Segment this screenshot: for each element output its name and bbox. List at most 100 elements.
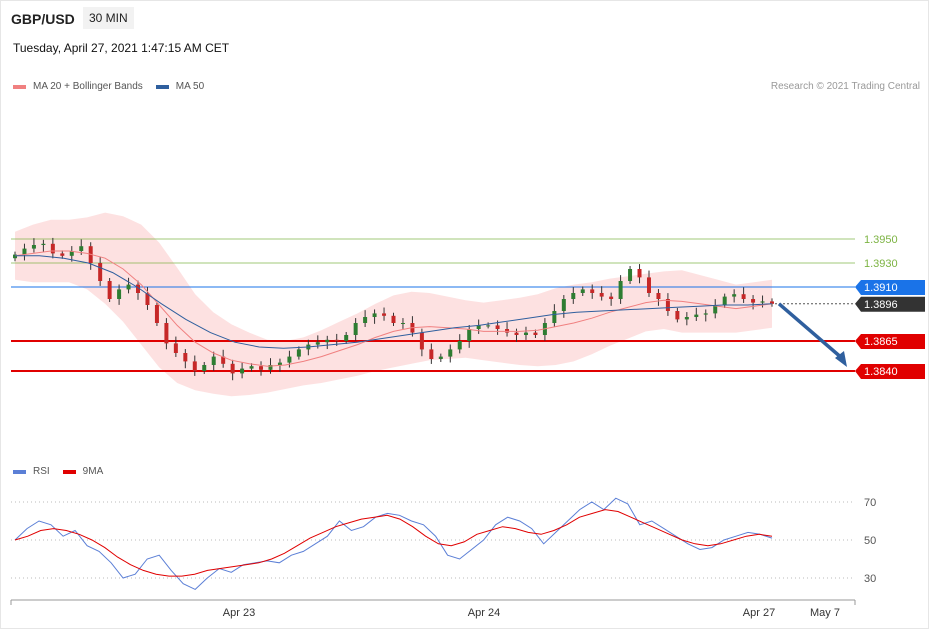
- level-label-1.3896: 1.3896: [855, 296, 925, 312]
- ma50-legend-label: MA 50: [175, 81, 205, 92]
- level-label-1.3865: 1.3865: [855, 334, 925, 349]
- level-label-text: 1.3930: [864, 258, 898, 270]
- rsi-ma-line: [14, 509, 773, 577]
- x-tick-label: May 7: [810, 607, 840, 619]
- candle-body: [372, 313, 377, 317]
- candle-body: [684, 317, 689, 320]
- candle-body: [287, 356, 292, 363]
- candle-body: [164, 323, 169, 344]
- level-label-1.3950: 1.3950: [864, 234, 898, 246]
- rsi-legend-label: RSI: [33, 466, 50, 477]
- candle-body: [107, 281, 112, 299]
- candle-body: [400, 323, 405, 324]
- candle-body: [609, 296, 614, 299]
- candle-body: [344, 335, 349, 341]
- candle-body: [173, 343, 178, 353]
- candle-body: [599, 293, 604, 297]
- candle-body: [732, 294, 737, 297]
- level-label-1.3840: 1.3840: [855, 364, 925, 379]
- candle-body: [136, 284, 141, 293]
- level-label-1.3930: 1.3930: [864, 258, 898, 270]
- level-label-text: 1.3865: [864, 336, 898, 348]
- level-label-box: [855, 280, 925, 295]
- candle-body: [741, 294, 746, 299]
- credit-label: Research © 2021 Trading Central: [770, 81, 920, 92]
- candle-body: [22, 248, 27, 255]
- candle-body: [249, 366, 254, 369]
- ma50-swatch: [155, 84, 169, 89]
- candle-body: [79, 246, 84, 251]
- candle-body: [69, 251, 74, 256]
- candle-body: [31, 245, 36, 249]
- level-label-box: [855, 296, 925, 312]
- candle-body: [98, 263, 103, 281]
- candle-body: [154, 305, 159, 323]
- level-label-text: 1.3896: [864, 299, 898, 311]
- level-label-box: [855, 334, 925, 349]
- level-lines: [11, 238, 855, 372]
- candle-body: [505, 329, 510, 333]
- rsi-tick-label: 30: [864, 573, 876, 585]
- candle-body: [675, 311, 680, 320]
- x-axis: Apr 23 Apr 24 Apr 27 May 7: [10, 599, 856, 619]
- candle-body: [571, 293, 576, 299]
- level-label-1.3910: 1.3910: [855, 280, 925, 295]
- candle-body: [618, 281, 623, 299]
- timeframe-button[interactable]: 30 MIN: [83, 7, 134, 29]
- moving-averages: [14, 250, 773, 367]
- candle-body: [467, 329, 472, 341]
- forecast-arrow-shaft: [777, 302, 845, 361]
- price-legend: MA 20 + Bollinger Bands MA 50: [13, 81, 204, 92]
- ma20-line: [14, 250, 773, 367]
- candle-body: [770, 301, 774, 304]
- x-tick-label: Apr 27: [743, 607, 775, 619]
- ma20-legend-label: MA 20 + Bollinger Bands: [33, 81, 143, 92]
- candle-body: [637, 269, 642, 278]
- candle-body: [60, 253, 65, 256]
- candle-body: [202, 365, 207, 371]
- candle-body: [722, 296, 727, 305]
- candle-body: [240, 368, 245, 374]
- candle-body: [514, 332, 519, 335]
- candle-body: [448, 349, 453, 357]
- candle-body: [315, 342, 320, 345]
- rsi-tick-label: 70: [864, 497, 876, 509]
- candle-body: [457, 341, 462, 350]
- candle-body: [646, 277, 651, 293]
- level-label-text: 1.3950: [864, 234, 898, 246]
- candle-body: [259, 366, 264, 370]
- candle-body: [41, 243, 46, 245]
- candle-body: [665, 299, 670, 311]
- candle-body: [628, 269, 633, 281]
- forecast-arrow: [777, 302, 847, 367]
- rsi-panel: 70 50 30: [11, 497, 876, 590]
- candle-body: [703, 313, 708, 315]
- bollinger-bands: [15, 212, 772, 397]
- candle-body: [145, 293, 150, 305]
- candle-body: [211, 356, 216, 365]
- candle-body: [438, 356, 443, 359]
- candle-body: [751, 299, 756, 303]
- candle-body: [533, 332, 538, 335]
- candle-body: [50, 243, 55, 254]
- candle-body: [325, 339, 330, 343]
- candle-body: [117, 289, 122, 299]
- candle-body: [429, 349, 434, 359]
- rsi-line: [14, 497, 773, 590]
- datetime-label: Tuesday, April 27, 2021 1:47:15 AM CET: [13, 41, 230, 55]
- candle-body: [268, 365, 273, 370]
- rsi-ma-swatch: [62, 469, 76, 474]
- candle-body: [590, 289, 595, 293]
- candle-body: [580, 289, 585, 293]
- level-label-box: [855, 364, 925, 379]
- x-tick-label: Apr 24: [468, 607, 500, 619]
- candle-body: [391, 315, 396, 323]
- rsi-swatch: [13, 469, 26, 474]
- candle-body: [561, 299, 566, 311]
- forecast-arrow-head: [835, 351, 847, 367]
- candle-body: [296, 349, 301, 357]
- candle-body: [126, 284, 131, 290]
- candle-body: [334, 339, 339, 341]
- ma20-swatch: [13, 84, 26, 89]
